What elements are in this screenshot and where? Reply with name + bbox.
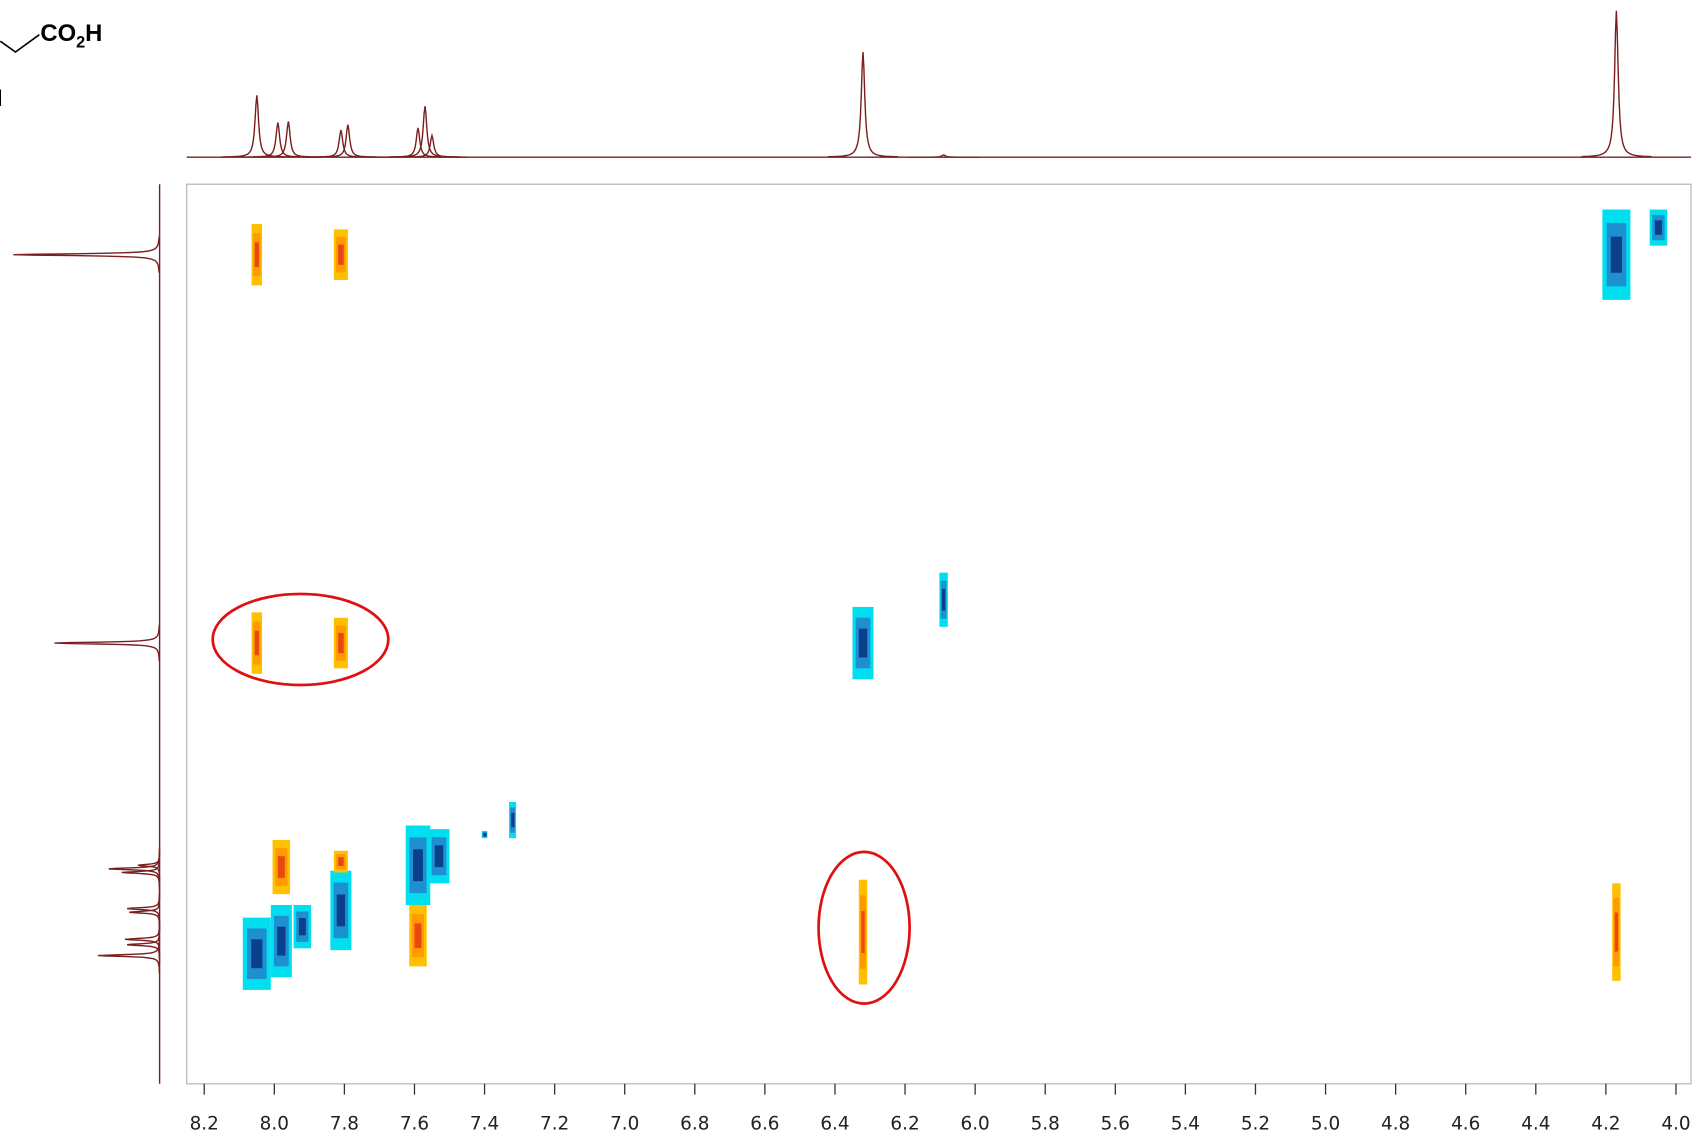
x-tick-label: 8.0: [260, 1113, 289, 1134]
x-tick-label: 5.4: [1171, 1113, 1200, 1134]
projection-peak: [396, 132, 468, 158]
x-tick-label: 5.0: [1311, 1113, 1340, 1134]
cross-peak: [277, 926, 286, 956]
x-tick-label: 8.2: [190, 1113, 219, 1134]
bond: [0, 34, 40, 54]
x-tick-label: 6.4: [820, 1113, 849, 1134]
cross-peak: [338, 857, 344, 866]
cross-peak: [858, 628, 868, 658]
projection-peak: [97, 937, 161, 974]
cross-peak: [413, 849, 423, 882]
x-tick-label: 5.6: [1101, 1113, 1130, 1134]
cross-peak: [338, 244, 344, 265]
projection-peak: [221, 95, 292, 158]
projection-peak: [108, 850, 161, 887]
projection-peak: [1581, 10, 1652, 158]
highlight-ellipse: [817, 850, 911, 1005]
cross-peak: [298, 917, 306, 936]
x-tick-label: 7.6: [400, 1113, 429, 1134]
x-tick-label: 7.8: [330, 1113, 359, 1134]
cross-peak: [1614, 912, 1619, 952]
projection-peak: [827, 51, 899, 158]
x-tick-label: 7.0: [610, 1113, 639, 1134]
x-tick-label: 4.8: [1381, 1113, 1410, 1134]
x-tick-label: 6.8: [680, 1113, 709, 1134]
projection-peak: [13, 236, 160, 273]
x-tick-label: 7.4: [470, 1113, 499, 1134]
x-tick-label: 4.0: [1661, 1113, 1690, 1134]
x-tick-label: 4.6: [1451, 1113, 1480, 1134]
projection-peak: [389, 106, 461, 158]
cross-peak: [277, 856, 285, 878]
x-tick-label: 6.0: [960, 1113, 989, 1134]
projection-peak: [54, 624, 160, 662]
cross-peak: [483, 833, 487, 837]
projection-peak: [305, 129, 376, 158]
cross-peak: [1654, 220, 1662, 235]
cross-peak: [254, 242, 259, 267]
x-tick-label: 4.4: [1521, 1113, 1550, 1134]
cross-peak: [254, 630, 259, 656]
x-tick-label: 7.2: [540, 1113, 569, 1134]
acid-end: H: [85, 20, 102, 47]
cross-peak: [861, 911, 865, 954]
projection-peak: [312, 124, 383, 158]
structure: CO2H I: [0, 20, 102, 112]
highlight-ellipse: [211, 592, 390, 687]
acid-subscript: 2: [76, 34, 85, 52]
x-tick-label: 4.2: [1591, 1113, 1620, 1134]
fragment-label: I: [0, 85, 3, 112]
cross-peak: [1610, 236, 1623, 273]
x-tick-label: 6.6: [750, 1113, 779, 1134]
cross-peak: [338, 632, 344, 654]
cross-peak: [941, 588, 946, 611]
x-tick-label: 5.8: [1031, 1113, 1060, 1134]
cross-peak: [511, 812, 515, 828]
projection-peak: [137, 847, 161, 884]
acid-main: CO: [40, 20, 76, 47]
cross-peak: [434, 845, 444, 868]
projection-peak: [908, 154, 979, 158]
cross-peaks: [242, 209, 1668, 990]
projection-peak: [127, 890, 161, 927]
projection-peak: [129, 894, 161, 931]
cross-peak: [336, 894, 346, 927]
plot-frame: [186, 183, 1692, 1085]
x-tick-label: 5.2: [1241, 1113, 1270, 1134]
cross-peak: [251, 939, 263, 969]
cross-peak: [414, 923, 422, 948]
acid-label: CO2H: [40, 20, 102, 52]
x-tick-label: 6.2: [890, 1113, 919, 1134]
